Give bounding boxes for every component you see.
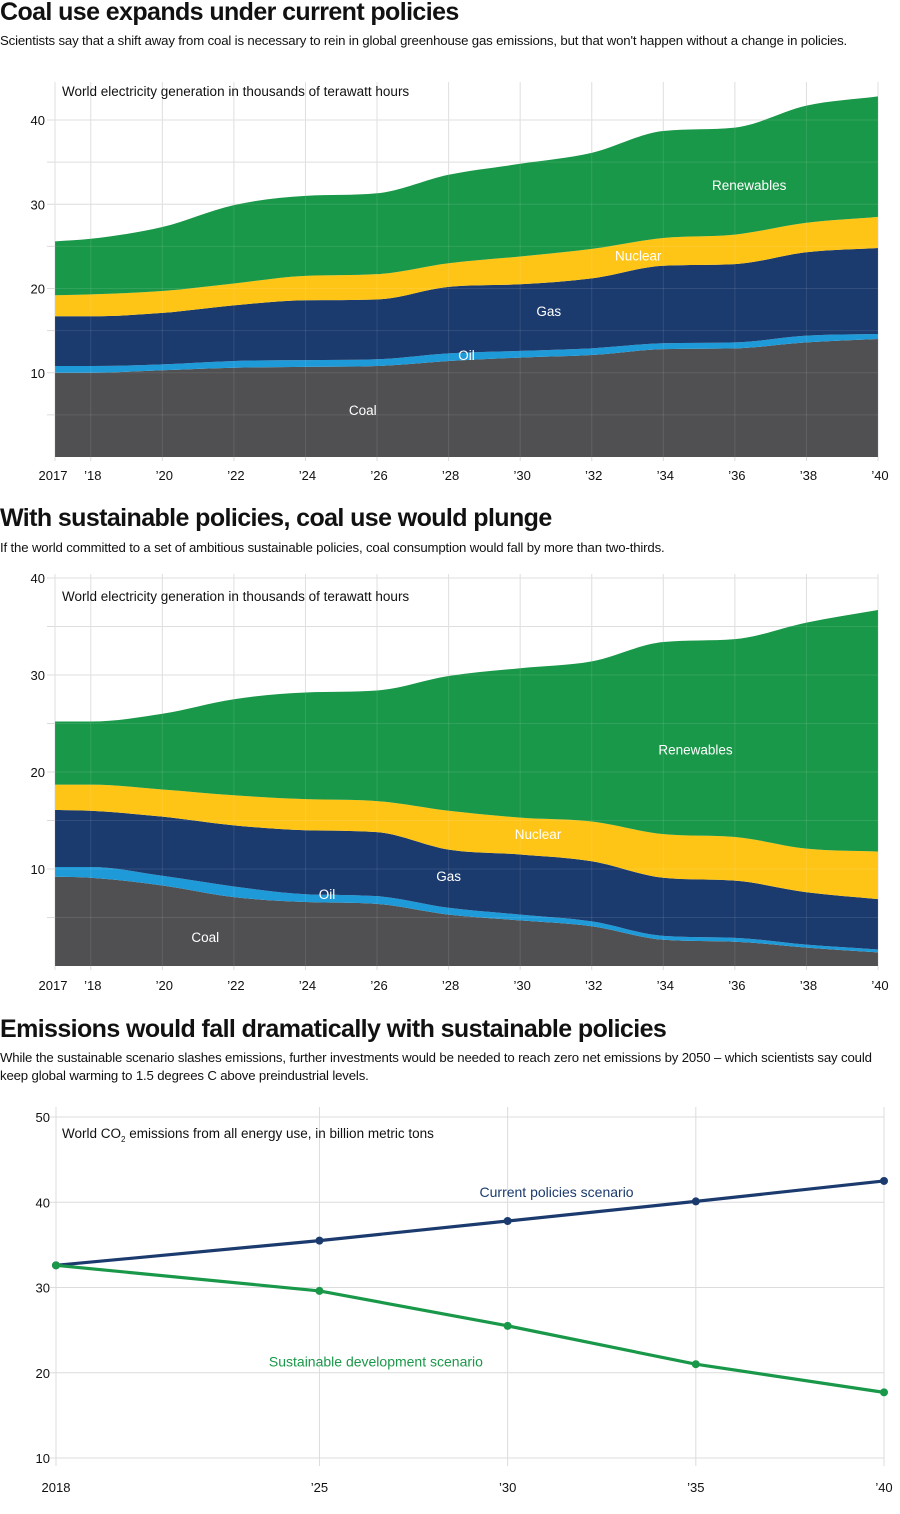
chart3-line-current-policies-scenario	[55, 1179, 885, 1267]
chart2-sustainable-policies-area-chart: 10 20 30 40 2017 ’18 ’20 ’22 ’24 ’26 ’28 ’30 ’32 ’34 ’…	[31, 571, 889, 993]
undefined-y-tick-label: 30	[31, 668, 45, 683]
undefined-area-renewables	[55, 610, 878, 852]
chart1-subtitle: Scientists say that a shift away from co…	[0, 33, 848, 48]
undefined-y-tick-label: 20	[31, 282, 45, 297]
chart3-y-tick-label: 30	[36, 1281, 50, 1296]
undefined-x-tick-label: ’20	[156, 468, 173, 483]
undefined-x-tick-label: ’36	[728, 978, 745, 993]
chart3-point-sustainable-development-scenario	[880, 1388, 888, 1397]
chart3-x-tick-label: 2018	[42, 1480, 71, 1495]
undefined-x-tick-label: ’26	[370, 978, 387, 993]
chart3-x-tick-label: ’40	[875, 1480, 892, 1495]
undefined-area-coal	[55, 876, 878, 966]
chart1-current-policies-area-chart: 10 20 30 40 2017 ’18 ’20 ’22 ’24 ’26 ’28 ’30 ’32 ’34 ’…	[31, 82, 889, 483]
undefined-y-tick-label: 40	[31, 113, 45, 128]
chart2-title: With sustainable policies, coal use woul…	[0, 504, 552, 532]
undefined-x-tick-label: ’22	[227, 468, 244, 483]
undefined-x-tick-label: ’34	[657, 978, 674, 993]
undefined-x-tick-label: ’40	[871, 468, 888, 483]
chart3-x-tick-label: ’35	[687, 1480, 704, 1495]
undefined-y-tick-label: 10	[31, 366, 45, 381]
undefined-x-tick-label: ’36	[728, 468, 745, 483]
undefined-x-tick-label: ’38	[800, 978, 817, 993]
undefined-area-label-gas: Gas	[536, 304, 561, 319]
undefined-x-tick-label: ’22	[227, 978, 244, 993]
undefined-area-label-nuclear: Nuclear	[515, 827, 562, 842]
undefined-area-label-renewables: Renewables	[658, 743, 733, 758]
chart3-point-sustainable-development-scenario	[503, 1321, 512, 1330]
chart3-y-tick-label: 50	[36, 1110, 50, 1125]
undefined-y-tick-label: 30	[31, 197, 45, 212]
undefined-area-renewables	[55, 96, 878, 296]
chart3-point-current-policies-scenario	[880, 1176, 888, 1185]
undefined-x-tick-label: ’28	[442, 978, 459, 993]
undefined-area-label-renewables: Renewables	[712, 178, 787, 193]
chart3-point-current-policies-scenario	[691, 1197, 700, 1206]
chart3-x-tick-label: ’25	[311, 1480, 328, 1495]
undefined-x-tick-label: ’38	[800, 468, 817, 483]
undefined-x-tick-label: ’24	[299, 468, 316, 483]
undefined-y-tick-label: 20	[31, 765, 45, 780]
chart3-y-tick-label: 20	[36, 1366, 50, 1381]
undefined-area-coal	[55, 339, 878, 457]
undefined-area-gas	[55, 809, 878, 950]
undefined-area-nuclear	[55, 784, 878, 900]
undefined-x-tick-label: ’34	[657, 468, 674, 483]
chart3-unit-label: World CO2 emissions from all energy use,…	[62, 1126, 434, 1144]
undefined-x-tick-label: ’30	[513, 978, 530, 993]
undefined-x-tick-label: ’18	[84, 468, 101, 483]
undefined-area-label-oil: Oil	[458, 348, 475, 363]
undefined-area-label-oil: Oil	[319, 887, 336, 902]
undefined-area-label-nuclear: Nuclear	[615, 249, 662, 264]
undefined-x-tick-label: ’30	[513, 468, 530, 483]
undefined-x-tick-label: ’20	[156, 978, 173, 993]
chart3-point-sustainable-development-scenario	[691, 1360, 700, 1369]
undefined-y-tick-label: 40	[31, 571, 45, 586]
chart3-y-tick-label: 40	[36, 1195, 50, 1210]
undefined-x-tick-label: ’26	[370, 468, 387, 483]
undefined-area-oil	[55, 867, 878, 953]
undefined-x-tick-label: ’24	[299, 978, 316, 993]
chart3-x-tick-label: ’30	[499, 1480, 516, 1495]
chart3-line-sustainable-development-scenario	[55, 1263, 885, 1394]
chart3-series-label: Sustainable development scenario	[269, 1354, 483, 1370]
chart3-subtitle: While the sustainable scenario slashes e…	[0, 1050, 872, 1083]
chart3-point-sustainable-development-scenario	[315, 1286, 324, 1295]
chart2-subtitle: If the world committed to a set of ambit…	[0, 540, 665, 555]
chart3-series-label: Current policies scenario	[480, 1184, 634, 1200]
chart3-title: Emissions would fall dramatically with s…	[0, 1015, 667, 1043]
undefined-x-tick-label: 2017	[39, 468, 68, 483]
undefined-x-tick-label: ’32	[585, 468, 602, 483]
undefined-x-tick-label: ’32	[585, 978, 602, 993]
chart1-title: Coal use expands under current policies	[0, 0, 459, 26]
undefined-x-tick-label: ’40	[871, 978, 888, 993]
undefined-x-tick-label: ’28	[442, 468, 459, 483]
undefined-area-label-coal: Coal	[349, 403, 377, 418]
chart3-point-current-policies-scenario	[315, 1236, 324, 1245]
undefined-x-tick-label: ’18	[84, 978, 101, 993]
undefined-area-gas	[55, 248, 878, 367]
undefined-y-tick-label: 10	[31, 862, 45, 877]
undefined-area-oil	[55, 333, 878, 373]
chart3-point-sustainable-development-scenario	[52, 1261, 60, 1270]
undefined-unit-label: World electricity generation in thousand…	[62, 84, 409, 99]
chart3-point-current-policies-scenario	[503, 1217, 512, 1226]
undefined-area-label-gas: Gas	[436, 869, 461, 884]
undefined-unit-label: World electricity generation in thousand…	[62, 589, 409, 604]
undefined-area-nuclear	[55, 216, 878, 317]
undefined-area-label-coal: Coal	[191, 930, 219, 945]
undefined-x-tick-label: 2017	[39, 978, 68, 993]
chart3-y-tick-label: 10	[36, 1451, 50, 1466]
